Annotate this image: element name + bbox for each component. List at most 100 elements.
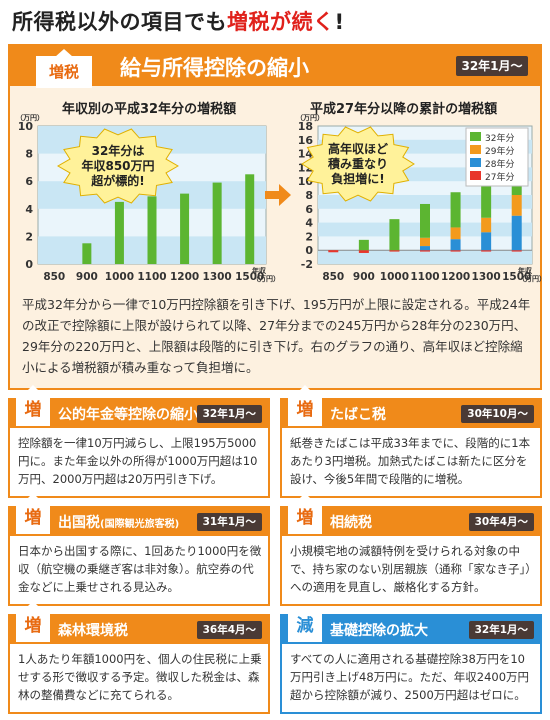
card-title-text: 相続税: [330, 515, 372, 531]
bar: [328, 250, 339, 253]
main-description: 平成32年分から一律で10万円控除額を引き下げ、195万円が上限に設定される。平…: [22, 297, 531, 375]
callout-burst: [301, 126, 415, 202]
x-axis-label: 年収: [252, 266, 267, 275]
bar: [420, 250, 430, 252]
card-tag-label: 減: [296, 616, 314, 636]
y-tick-label: 0: [25, 258, 33, 271]
card-text: すべての人に適用される基礎控除38万円を10万円引き上げ48万円に。ただ、年収2…: [290, 652, 530, 702]
main-date-badge: 32年1月～: [456, 56, 528, 76]
x-tick-label: 1500: [235, 271, 264, 283]
callout-text: 年収850万円: [81, 158, 154, 173]
up-arrow-icon: [25, 493, 41, 501]
right-arrow-icon: [265, 184, 291, 206]
y-tick-label: 8: [305, 189, 313, 202]
x-tick-label: 1200: [170, 271, 199, 283]
legend-label: 28年分: [485, 158, 514, 170]
x-tick-label: 900: [353, 271, 375, 283]
y-tick-label: 18: [298, 120, 313, 133]
card-date-badge: 30年10月～: [461, 405, 534, 423]
headline-emphasis: 増税が続く: [227, 10, 335, 34]
x-tick-label: 1100: [137, 271, 166, 283]
increase-tag: 増税: [36, 49, 92, 88]
card-title: 出国税(国際観光旅客税): [58, 512, 179, 532]
card-text: 小規模宅地の減額特例を受けられる対象の中で、持ち家のない別居親族（通称「家なき子…: [290, 544, 532, 594]
y-tick-label: 2: [25, 230, 33, 243]
x-tick-label: 1300: [472, 271, 501, 283]
x-tick-label: 1300: [203, 271, 232, 283]
card-basic-deduction: 減 基礎控除の拡大 32年1月～ すべての人に適用される基礎控除38万円を10万…: [280, 608, 542, 714]
bar: [212, 182, 222, 264]
page-headline: 所得税以外の項目でも増税が続く!: [12, 6, 345, 36]
legend-swatch: [470, 158, 481, 167]
x-tick-label: 1100: [410, 271, 439, 283]
up-arrow-icon: [297, 385, 313, 393]
y-tick-label: -2: [301, 258, 313, 271]
card-date-badge: 30年4月～: [468, 513, 534, 531]
bar: [450, 239, 461, 251]
main-title: 給与所得控除の縮小: [120, 56, 309, 80]
x-axis-unit: （万円）: [518, 275, 542, 283]
callout-text: 積み重なり: [327, 156, 388, 171]
bar: [481, 217, 492, 233]
bar: [82, 243, 92, 264]
card-tag: 減: [288, 608, 322, 642]
card-departure-tax: 増 出国税(国際観光旅客税) 31年1月～ 日本から出国する際に、1回あたり10…: [8, 493, 270, 606]
grid-band: [318, 250, 532, 264]
card-inheritance-tax: 増 相続税 30年4月～ 小規模宅地の減額特例を受けられる対象の中で、持ち家のな…: [280, 493, 542, 606]
bar: [358, 239, 369, 251]
bar: [481, 250, 492, 252]
y-tick-label: 16: [298, 134, 314, 147]
bar: [180, 193, 190, 264]
bar: [420, 237, 430, 247]
bar: [481, 177, 492, 218]
headline-exclamation: !: [334, 10, 345, 34]
x-axis-unit: （万円）: [252, 275, 278, 283]
up-arrow-icon: [297, 493, 313, 501]
card-text: 日本から出国する際に、1回あたり1000円を徴収（航空機の乗継ぎ客は非対象）。航…: [18, 544, 262, 594]
bar: [511, 215, 522, 251]
bar: [420, 203, 430, 238]
bar: [450, 250, 461, 252]
x-tick-label: 850: [43, 271, 65, 283]
card-tag: 増: [16, 385, 50, 426]
y-tick-label: 6: [305, 203, 313, 216]
card-title: 森林環境税: [58, 620, 128, 640]
card-tag-label: 増: [296, 508, 314, 528]
bar: [450, 192, 461, 228]
callout-text: 超が標的!: [90, 173, 144, 188]
x-tick-label: 850: [322, 271, 344, 283]
chart2-svg: -2024681012141618増税額（万円）年収（万円）8509001000…: [296, 114, 542, 283]
callout-text: 32年分は: [92, 143, 145, 158]
legend-swatch: [470, 132, 481, 141]
x-tick-label: 1000: [380, 271, 409, 283]
legend-swatch: [470, 171, 481, 180]
card-tag: 増: [16, 493, 50, 534]
card-title-text: 基礎控除の拡大: [330, 623, 428, 639]
up-arrow-icon: [55, 49, 73, 57]
x-axis-label: 年収: [518, 266, 533, 275]
y-axis-unit: （万円）: [296, 114, 324, 122]
bar: [420, 246, 430, 251]
card-title: 公的年金等控除の縮小: [58, 404, 198, 424]
bar: [114, 201, 124, 264]
y-tick-label: 4: [25, 203, 33, 216]
x-tick-label: 900: [76, 271, 98, 283]
bar: [245, 174, 255, 264]
bar: [511, 195, 522, 216]
card-date-badge: 32年1月～: [468, 621, 534, 639]
card-date-badge: 32年1月～: [196, 405, 262, 423]
card-title-text: 森林環境税: [58, 623, 128, 639]
card-tag-label: 増: [24, 508, 42, 528]
bar: [450, 227, 461, 240]
bar: [481, 232, 492, 251]
card-title-text: たばこ税: [330, 407, 386, 423]
x-tick-label: 1000: [105, 271, 134, 283]
y-tick-label: 8: [25, 148, 33, 161]
increase-tag-label: 増税: [48, 63, 79, 81]
card-text: 1人あたり年額1000円を、個人の住民税に上乗せする形で徴収する予定。徴収した税…: [18, 652, 262, 702]
y-tick-label: 6: [25, 175, 33, 188]
y-tick-label: 10: [18, 120, 34, 133]
legend-label: 32年分: [485, 132, 514, 144]
up-arrow-icon: [25, 385, 41, 393]
up-arrow-icon: [25, 601, 41, 609]
